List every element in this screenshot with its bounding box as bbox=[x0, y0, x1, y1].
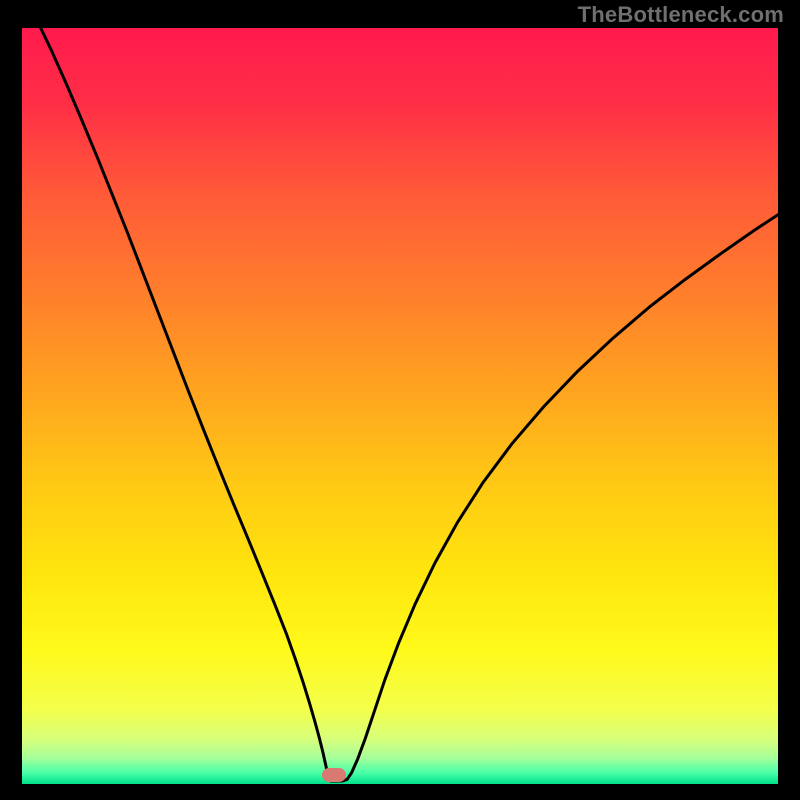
watermark-text: TheBottleneck.com bbox=[578, 2, 784, 28]
bottleneck-curve bbox=[22, 28, 778, 784]
chart-container: TheBottleneck.com bbox=[0, 0, 800, 800]
plot-area bbox=[22, 28, 778, 784]
min-point-marker bbox=[322, 768, 346, 782]
curve-path bbox=[22, 28, 778, 781]
